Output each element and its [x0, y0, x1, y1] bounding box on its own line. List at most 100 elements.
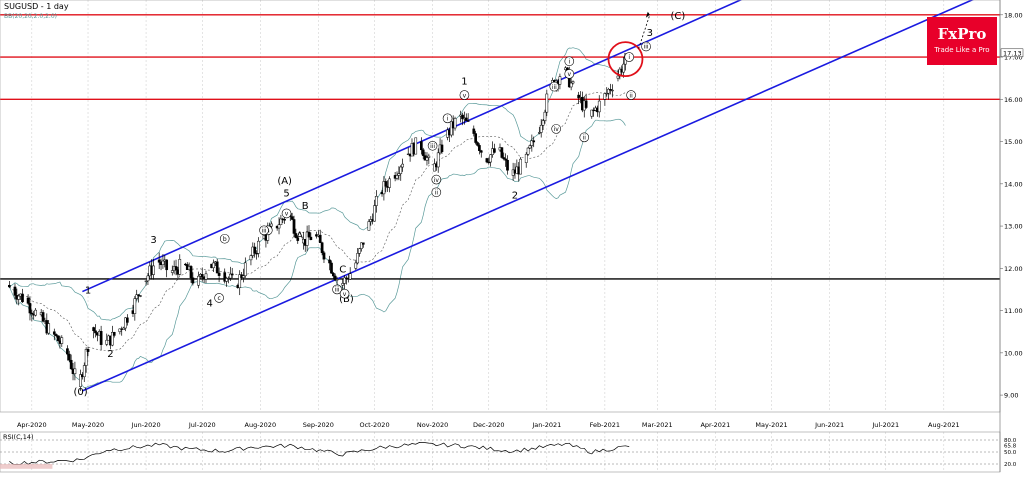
candle-body: [375, 195, 378, 206]
candle-body: [125, 317, 129, 323]
candle-body: [354, 262, 358, 269]
rsi-line: [9, 442, 630, 466]
candle-body: [47, 323, 51, 334]
candle-body: [277, 224, 281, 229]
candle-body: [73, 368, 77, 374]
wave-circle-marker: [339, 288, 350, 299]
candle-body: [360, 242, 363, 249]
candle-body: [228, 273, 232, 279]
candle-body: [603, 93, 607, 100]
candle-body: [356, 253, 360, 264]
candle-body: [388, 178, 391, 188]
brand-logo: FxPro Trade Like a Pro: [927, 17, 997, 65]
candle-body: [21, 293, 24, 303]
wave-circle-label: i: [628, 54, 630, 61]
candle-body: [137, 294, 140, 297]
candle-body: [331, 272, 335, 277]
candle-body: [436, 152, 440, 168]
candle-body: [94, 330, 97, 334]
candle-body: [489, 154, 492, 163]
wave-circle-label: iii: [335, 287, 340, 294]
candle-body: [178, 259, 182, 275]
time-tick-label: Apr-2020: [17, 421, 47, 429]
candle-body: [335, 279, 339, 281]
wave-label: B: [302, 201, 309, 212]
candle-body: [200, 274, 204, 278]
wave-circle-marker: [332, 284, 342, 295]
candle-body: [395, 175, 399, 179]
price-tick-label: 12.00: [1004, 265, 1023, 273]
candle-body: [124, 317, 127, 329]
wave-circle-marker: [219, 233, 230, 244]
candle-body: [541, 120, 545, 126]
candle-body: [479, 150, 483, 153]
candle-body: [545, 93, 549, 113]
candle-body: [401, 163, 404, 168]
candle-body: [144, 280, 148, 282]
rsi-tick-label: 20.0: [1004, 462, 1017, 468]
candle-body: [294, 233, 298, 238]
candle-body: [215, 261, 219, 274]
candle-body: [425, 157, 429, 161]
candle-body: [118, 328, 122, 332]
time-tick-label: Jun-2020: [131, 421, 161, 429]
time-tick-label: Apr-2021: [700, 421, 730, 429]
candle-body: [539, 124, 543, 133]
wave-circle-label: v: [343, 291, 347, 298]
candle-body: [333, 275, 337, 281]
candle-body: [8, 284, 11, 288]
wave-label: (B): [339, 294, 354, 305]
candle-body: [361, 242, 365, 245]
candle-body: [212, 262, 215, 269]
candle-body: [204, 273, 208, 280]
candle-body: [84, 349, 88, 366]
wave-circle-label: ii: [629, 92, 633, 99]
candle-body: [502, 157, 506, 160]
wave-circle-marker: [624, 52, 635, 62]
wave-label: 5: [283, 188, 289, 199]
rsi-tick-label: 65.8: [1004, 444, 1017, 450]
candle-body: [464, 117, 468, 121]
time-tick-label: Feb-2021: [590, 421, 620, 429]
candle-body: [309, 236, 313, 241]
candle-body: [170, 270, 174, 273]
candle-body: [622, 63, 625, 73]
candle-body: [135, 294, 139, 299]
wave-circle-label: v: [463, 92, 467, 99]
rsi-label: RSI(C,14): [3, 433, 34, 441]
candle-body: [427, 155, 431, 158]
bollinger-middle-band: [9, 92, 626, 352]
candle-body: [493, 148, 496, 153]
candle-body: [611, 89, 614, 92]
time-tick-label: May-2021: [755, 421, 787, 429]
candle-body: [197, 275, 200, 286]
candle-body: [133, 298, 137, 314]
price-tick-label: 14.00: [1004, 180, 1023, 188]
candle-body: [165, 259, 169, 271]
time-tick-label: Aug-2020: [245, 421, 277, 429]
candle-body: [530, 140, 534, 146]
candle-body: [466, 120, 470, 122]
rsi-tick-label: 50.0: [1004, 450, 1017, 456]
wave-label: (C): [671, 11, 686, 22]
channel-line: [82, 0, 974, 392]
time-tick-label: Dec-2020: [473, 421, 504, 429]
wave-label: 4: [207, 298, 213, 309]
candle-body: [343, 277, 346, 284]
rsi-tick-label: 80.0: [1004, 438, 1017, 444]
wave-circle-label: v: [568, 71, 572, 78]
candle-body: [320, 242, 324, 254]
wave-circle-marker: [431, 174, 442, 185]
candle-body: [609, 89, 612, 91]
candle-body: [86, 349, 90, 352]
price-tick-label: 9.00: [1004, 392, 1018, 400]
candle-body: [112, 332, 116, 336]
candle-body: [66, 348, 69, 355]
wave-label: A: [296, 231, 303, 242]
candle-body: [607, 89, 610, 94]
candle-body: [253, 246, 257, 254]
wave-circle-marker: [281, 208, 292, 219]
candle-body: [225, 278, 228, 282]
wave-circle-marker: [551, 124, 561, 134]
